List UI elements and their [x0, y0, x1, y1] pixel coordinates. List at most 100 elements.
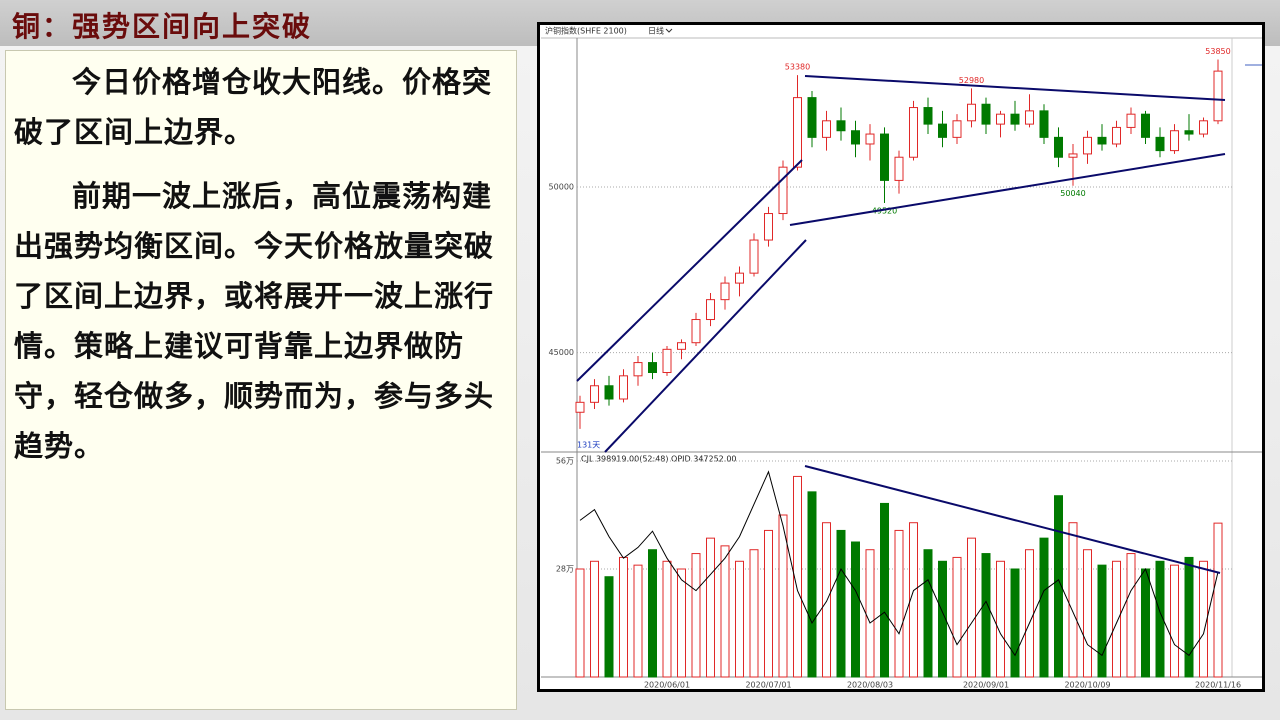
- volume-bar: [749, 549, 759, 678]
- candle-body: [967, 103, 976, 122]
- count-label: 131天: [577, 441, 600, 450]
- candle-body: [1097, 136, 1107, 145]
- volume-bar: [706, 537, 715, 678]
- volume-bar: [1068, 522, 1078, 678]
- x-tick-label: 2020/11/16: [1195, 681, 1241, 690]
- volume-bar: [865, 549, 875, 678]
- price-label: 52980: [959, 76, 984, 85]
- candle-body: [851, 130, 860, 145]
- candle-body: [1025, 110, 1034, 125]
- volume-bar: [1097, 564, 1107, 678]
- candle-body: [1155, 136, 1165, 152]
- candle-body: [822, 120, 831, 138]
- trend-line: [576, 159, 803, 382]
- volume-bar: [720, 545, 730, 678]
- candle-body: [575, 401, 585, 413]
- volume-bar: [764, 529, 773, 678]
- candle-body: [764, 213, 773, 241]
- volume-bar: [1054, 495, 1063, 678]
- y-tick-label: 56万: [556, 457, 574, 466]
- candle-body: [706, 299, 715, 321]
- dropdown-icon: [665, 28, 673, 33]
- x-tick-label: 2020/07/01: [745, 681, 791, 690]
- candle-body: [778, 166, 788, 215]
- candle-body: [1054, 136, 1063, 158]
- price-label: 49520: [872, 206, 897, 215]
- candle-body: [865, 133, 875, 145]
- volume-bar: [1039, 537, 1049, 678]
- candle-body: [880, 133, 889, 181]
- candle-body: [807, 97, 817, 138]
- y-tick-label: 50000: [549, 183, 574, 192]
- y-tick-label: 28万: [556, 565, 574, 574]
- trend-line: [604, 239, 807, 453]
- volume-bar: [648, 549, 657, 678]
- candle-body: [996, 113, 1005, 125]
- volume-bar: [1112, 560, 1121, 678]
- candle-body: [677, 342, 686, 350]
- candle-body: [938, 123, 947, 138]
- volume-bar: [778, 514, 788, 678]
- volume-bar: [1199, 560, 1208, 678]
- volume-bar: [1155, 560, 1165, 678]
- x-tick-label: 2020/06/01: [644, 681, 690, 690]
- candle-body: [1112, 126, 1121, 145]
- volume-bar: [967, 537, 976, 678]
- volume-bar: [894, 529, 904, 678]
- candle-body: [648, 362, 657, 374]
- candle-body: [1039, 110, 1049, 138]
- volume-bar: [822, 522, 831, 678]
- volume-bar: [619, 556, 628, 678]
- price-label: 50040: [1060, 189, 1085, 198]
- candle-body: [923, 107, 933, 125]
- candle-body: [1010, 113, 1020, 125]
- volume-bar: [677, 568, 686, 678]
- trend-line: [804, 465, 1221, 574]
- candle-body: [1184, 130, 1194, 135]
- volume-bar: [952, 556, 962, 678]
- volume-bar: [590, 560, 599, 678]
- y-tick-label: 45000: [549, 348, 574, 357]
- trend-line: [804, 75, 1226, 101]
- volume-bar: [691, 553, 701, 678]
- volume-bar: [1213, 522, 1223, 678]
- trend-line: [789, 153, 1226, 226]
- volume-bar: [923, 549, 933, 678]
- volume-bar: [662, 560, 672, 678]
- volume-bar: [1126, 553, 1136, 678]
- candle-body: [749, 239, 759, 274]
- price-label: 53850: [1205, 47, 1230, 56]
- volume-bar: [604, 576, 614, 678]
- chart: 沪铜指数(SHFE 2100) 日线 131天 CJL 398919.00(52…: [537, 22, 1265, 692]
- period: 日线: [648, 26, 664, 36]
- volume-bar: [1170, 564, 1179, 678]
- candle-body: [1068, 153, 1078, 158]
- volume-bar: [793, 475, 802, 678]
- volume-bar: [735, 560, 744, 678]
- candle-body: [981, 103, 991, 125]
- paragraph: 前期一波上涨后，高位震荡构建出强势均衡区间。今天价格放量突破了区间上边界，或将展…: [14, 179, 495, 463]
- trend-lines: [576, 75, 1226, 574]
- candle-body: [720, 282, 730, 301]
- candle-body: [735, 272, 744, 284]
- candle-body: [691, 319, 701, 344]
- volume-bar: [1141, 568, 1150, 678]
- candle-body: [909, 107, 918, 158]
- volume-bar: [836, 529, 846, 678]
- candle-body: [836, 120, 846, 132]
- volume-bar: [633, 564, 643, 678]
- volume-bar: [1010, 568, 1020, 678]
- candle-body: [952, 120, 962, 138]
- candle-body: [1199, 120, 1208, 135]
- chart-header: 沪铜指数(SHFE 2100): [545, 26, 627, 36]
- volume-bar: [981, 553, 991, 678]
- open-interest-line: [579, 470, 1219, 657]
- volume-bar: [807, 491, 817, 678]
- candle-body: [604, 385, 614, 400]
- volume-bar: [880, 502, 889, 678]
- candle-body: [1141, 113, 1150, 138]
- volume-bar: [938, 560, 947, 678]
- volume-bar: [909, 522, 918, 678]
- candle-body: [793, 97, 802, 168]
